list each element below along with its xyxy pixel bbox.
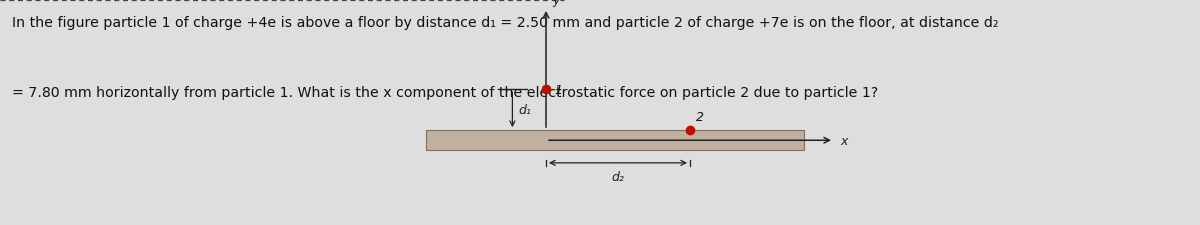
Text: 1: 1 bbox=[554, 83, 563, 97]
Text: In the figure particle 1 of charge +4e is above a floor by distance d₁ = 2.50 mm: In the figure particle 1 of charge +4e i… bbox=[12, 16, 998, 30]
Text: = 7.80 mm horizontally from particle 1. What is the x component of the electrost: = 7.80 mm horizontally from particle 1. … bbox=[12, 86, 878, 99]
Bar bbox=[426, 130, 804, 151]
Text: y: y bbox=[552, 0, 559, 7]
Text: x: x bbox=[840, 134, 847, 147]
Text: 2: 2 bbox=[696, 111, 704, 124]
Text: d₂: d₂ bbox=[612, 170, 624, 183]
Text: d₁: d₁ bbox=[518, 104, 532, 117]
